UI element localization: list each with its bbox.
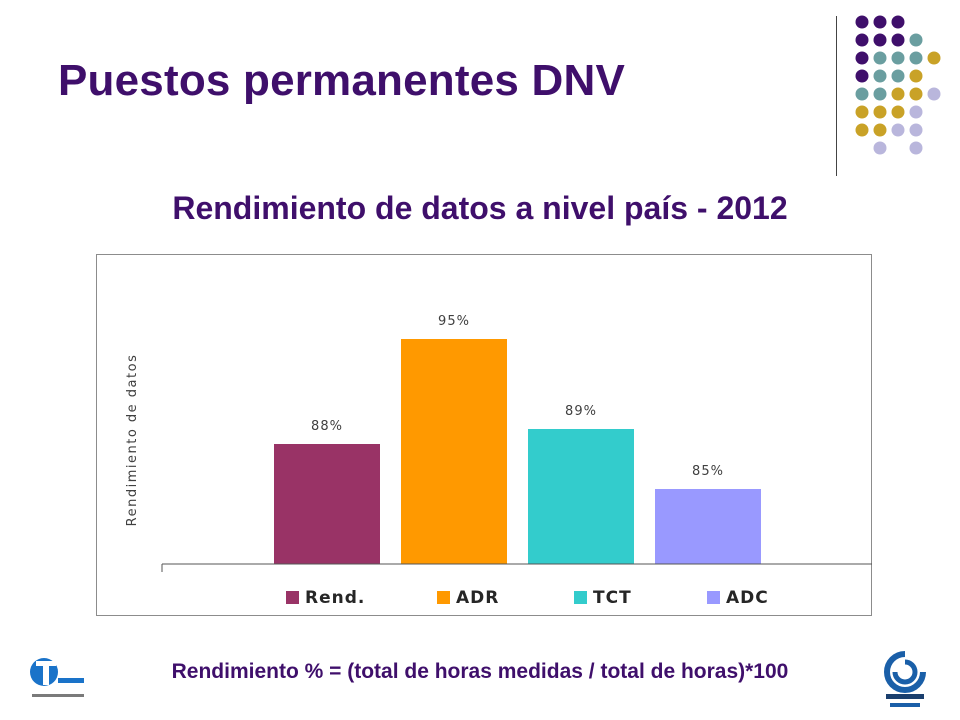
chart-title: Rendimiento de datos a nivel país - 2012 xyxy=(172,190,788,226)
decorative-dot xyxy=(855,87,869,101)
legend-swatch xyxy=(437,591,450,604)
decorative-dot xyxy=(855,33,869,47)
legend-swatch xyxy=(707,591,720,604)
decorative-dot xyxy=(873,33,887,47)
y-axis-label: Rendimiento de datos xyxy=(125,354,140,527)
decorative-dot xyxy=(909,105,923,119)
decorative-dot xyxy=(909,141,923,155)
vialidad-nacional-logo-icon xyxy=(884,651,926,707)
legend-swatch xyxy=(286,591,299,604)
divider-line xyxy=(836,16,837,176)
decorative-dot xyxy=(855,123,869,137)
bar-chart: 88% 95% 89% 85% Rendimiento de datos Rend. A… xyxy=(125,314,872,608)
legend-label: ADR xyxy=(456,588,499,608)
decorative-dot xyxy=(927,51,941,65)
bar-adr xyxy=(401,339,507,564)
decorative-dot xyxy=(855,69,869,83)
decorative-dot xyxy=(873,87,887,101)
legend-label: ADC xyxy=(726,588,769,608)
bars-layer xyxy=(274,339,761,564)
decorative-dot xyxy=(873,105,887,119)
decorative-dot xyxy=(909,33,923,47)
decorative-dot xyxy=(855,51,869,65)
chart-frame xyxy=(96,254,872,616)
decorative-dot xyxy=(891,15,905,29)
transito-logo-icon xyxy=(30,658,84,697)
legend: Rend. ADR TCT ADC xyxy=(286,588,769,608)
decorative-dot xyxy=(873,69,887,83)
decorative-dot xyxy=(909,123,923,137)
bar-rend xyxy=(274,444,380,564)
legend-label: Rend. xyxy=(305,588,365,608)
formula-text: Rendimiento % = (total de horas medidas … xyxy=(171,660,789,683)
decorative-dot xyxy=(873,141,887,155)
decorative-dot xyxy=(891,87,905,101)
data-label: 89% xyxy=(565,404,597,419)
decorative-dot xyxy=(909,69,923,83)
decorative-dot xyxy=(873,15,887,29)
decorative-dot xyxy=(855,105,869,119)
decorative-dot xyxy=(909,51,923,65)
data-label: 85% xyxy=(692,464,724,479)
decorative-dot xyxy=(891,105,905,119)
legend-label: TCT xyxy=(593,588,632,608)
value-labels-layer: 88% 95% 89% 85% xyxy=(311,314,724,479)
decorative-dot xyxy=(855,15,869,29)
decorative-dot xyxy=(891,51,905,65)
legend-swatch xyxy=(574,591,587,604)
decorative-dot xyxy=(909,87,923,101)
data-label: 88% xyxy=(311,419,343,434)
data-label: 95% xyxy=(438,314,470,329)
slide-title: Puestos permanentes DNV xyxy=(58,56,625,105)
decorative-dot xyxy=(927,87,941,101)
bar-tct xyxy=(528,429,634,564)
decorative-dot xyxy=(891,123,905,137)
decorative-dot xyxy=(891,69,905,83)
decorative-dot xyxy=(873,123,887,137)
bar-adc xyxy=(655,489,761,564)
decorative-dots-icon xyxy=(855,15,941,155)
decorative-dot xyxy=(873,51,887,65)
decorative-dot xyxy=(891,33,905,47)
